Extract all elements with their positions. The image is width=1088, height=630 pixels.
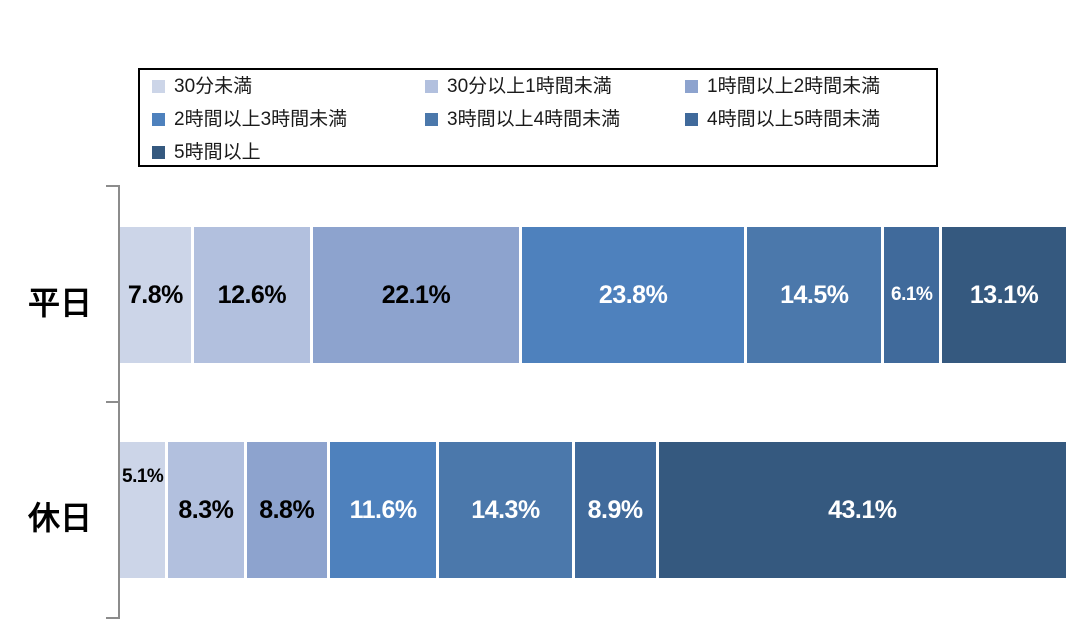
bar-segment-label: 14.5% [780,280,849,309]
legend-row-2: 2時間以上3時間未満 3時間以上4時間未満 4時間以上5時間未満 [140,103,936,136]
legend-item: 30分未満 [152,70,252,103]
legend-item: 2時間以上3時間未満 [152,103,347,136]
legend-label: 1時間以上2時間未満 [707,76,881,97]
bar-segment-label: 22.1% [381,280,451,309]
bar-segment-label: 13.1% [969,280,1039,309]
legend-item: 4時間以上5時間未満 [685,103,880,136]
bar-segment: 8.9% [574,442,659,578]
legend-swatch-icon [685,80,698,93]
legend-swatch-icon [425,80,438,93]
bar-segment: 8.3% [168,442,247,578]
bar-segment: 5.1% [120,442,169,578]
legend-item: 30分以上1時間未満 [425,70,612,103]
legend-row-1: 30分未満 30分以上1時間未満 1時間以上2時間未満 [140,70,936,103]
legend-swatch-icon [685,113,698,126]
category-label-weekday: 平日 [27,285,92,321]
bar-segment-label: 8.3% [178,495,234,524]
bar-segment-label: 14.3% [471,495,540,524]
bar-segment: 23.8% [522,227,748,363]
legend-label: 5時間以上 [174,142,261,163]
legend-label: 2時間以上3時間未満 [174,109,348,130]
bar-segment: 14.3% [439,442,575,578]
bar-segment-label: 8.9% [587,495,643,524]
legend-row-3: 5時間以上 [140,136,936,169]
bar-segment-label: 5.1% [122,466,164,487]
legend-swatch-icon [152,80,165,93]
bar-segment: 12.6% [193,227,313,363]
bar-segment-label: 23.8% [598,280,668,309]
legend-label: 30分以上1時間未満 [447,76,612,97]
bar-segment: 7.8% [120,227,194,363]
bar-segment: 6.1% [884,227,943,363]
category-axis-line [118,185,120,619]
legend-label: 30分未満 [174,76,253,97]
legend: 30分未満 30分以上1時間未満 1時間以上2時間未満 2時間以上3時間未満 3時間以… [138,68,938,167]
category-label-holiday: 休日 [27,500,92,536]
axis-tick-bottom [106,617,118,619]
bar-segment: 14.5% [747,227,885,363]
bar-segment-label: 11.6% [349,495,418,524]
axis-tick-top [106,185,118,187]
legend-swatch-icon [425,113,438,126]
legend-swatch-icon [152,146,165,159]
bar-segment-label: 7.8% [127,280,183,309]
axis-tick-middle [106,401,118,403]
legend-item: 1時間以上2時間未満 [685,70,880,103]
legend-label: 4時間以上5時間未満 [707,109,881,130]
bar-segment-label: 43.1% [828,495,897,524]
bar-segment: 11.6% [329,442,440,578]
bar-segment-label: 6.1% [891,284,933,305]
bar-segment: 22.1% [312,227,523,363]
bar-segment-label: 12.6% [217,280,287,309]
bar-segment: 43.1% [658,442,1066,578]
bar-row-weekday: 7.8% 12.6% 22.1% 23.8% 14.5% 6.1% 13.1% [120,227,1066,363]
legend-item: 5時間以上 [152,136,261,169]
legend-label: 3時間以上4時間未満 [447,109,621,130]
bar-row-holiday: 5.1% 8.3% 8.8% 11.6% 14.3% 8.9% 43.1% [120,442,1066,578]
legend-swatch-icon [152,113,165,126]
bar-segment: 13.1% [942,227,1066,363]
legend-item: 3時間以上4時間未満 [425,103,620,136]
bar-segment: 8.8% [246,442,330,578]
bar-segment-label: 8.8% [259,495,315,524]
